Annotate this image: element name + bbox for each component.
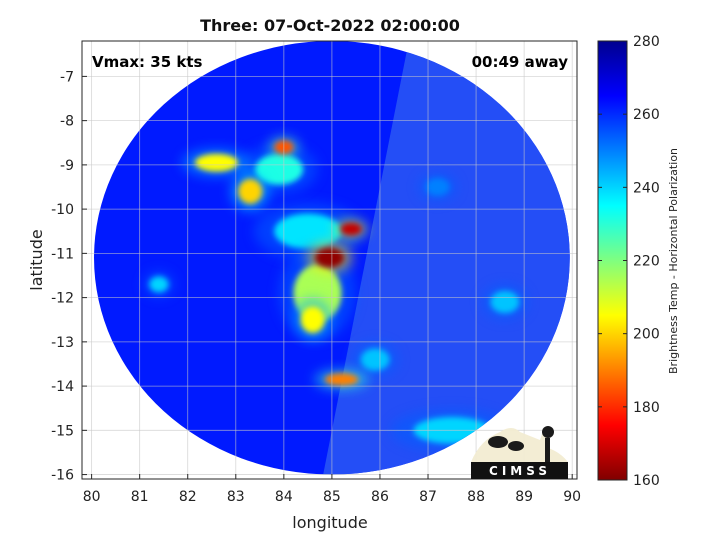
feature-cell: [340, 222, 362, 236]
y-tick-label: -10: [51, 202, 74, 218]
colorbar-tick-label: 260: [633, 107, 660, 123]
logo-dish-right: [508, 441, 524, 451]
colorbar-tick-label: 220: [633, 254, 660, 270]
colorbar-tick-label: 240: [633, 180, 660, 196]
x-tick-label: 82: [179, 489, 197, 505]
x-tick-label: 81: [131, 489, 149, 505]
y-axis-ticks: -7 -8 -9 -10 -11 -12 -13 -14 -15 -16: [51, 69, 87, 484]
chart-title: Three: 07-Oct-2022 02:00:00: [200, 16, 460, 35]
x-tick-label: 88: [467, 489, 485, 505]
feature-cell: [425, 178, 450, 196]
colorbar-tick-label: 180: [633, 400, 660, 416]
logo-text: CIMSS: [489, 464, 551, 478]
x-tick-label: 89: [515, 489, 533, 505]
cimss-logo: CIMSS: [471, 426, 568, 479]
grid-layer: [82, 41, 577, 479]
x-axis-label: longitude: [292, 513, 367, 532]
y-tick-label: -15: [51, 423, 74, 439]
y-axis-label: latitude: [27, 229, 46, 290]
x-tick-label: 86: [371, 489, 389, 505]
feature-cell: [194, 153, 239, 172]
axes-frame: [81, 40, 578, 480]
time-away-annotation: 00:49 away: [472, 53, 569, 71]
logo-banner: [471, 462, 568, 479]
feature-cell: [300, 306, 325, 333]
y-tick-label: -13: [51, 335, 74, 351]
y-tick-label: -11: [51, 246, 74, 262]
y-tick-label: -16: [51, 468, 74, 484]
logo-dish-left: [488, 436, 508, 448]
feature-cell: [324, 373, 359, 386]
feature-cell: [255, 153, 304, 185]
colorbar: [597, 40, 628, 481]
feature-cell: [315, 248, 344, 268]
feature-cell: [490, 290, 520, 314]
colorbar-tick-label: 160: [633, 473, 660, 489]
x-axis-ticks: 80 81 82 83 84 85 86 87 88 89 90: [83, 474, 581, 505]
y-tick-label: -14: [51, 379, 74, 395]
x-tick-label: 85: [323, 489, 341, 505]
logo-tower-leg: [545, 438, 550, 464]
colorbar-tick-label: 200: [633, 327, 660, 343]
feature-cell: [274, 213, 342, 249]
feature-cell: [149, 276, 169, 293]
colorbar-tick-label: 280: [633, 34, 660, 50]
x-tick-label: 80: [83, 489, 101, 505]
x-tick-label: 90: [563, 489, 581, 505]
x-tick-label: 87: [419, 489, 437, 505]
y-tick-label: -7: [60, 69, 74, 85]
y-tick-label: -9: [60, 158, 74, 174]
logo-tower-tank: [542, 426, 554, 438]
y-tick-label: -8: [60, 114, 74, 130]
feature-cell: [360, 348, 390, 371]
x-tick-label: 83: [227, 489, 245, 505]
colorbar-label: Brightness Temp - Horizontal Polarizatio…: [667, 148, 680, 374]
y-tick-label: -12: [51, 291, 74, 307]
vmax-annotation: Vmax: 35 kts: [92, 53, 202, 71]
feature-cell: [238, 179, 263, 204]
x-tick-label: 84: [275, 489, 293, 505]
colorbar-ticks: 160 180 200 220 240 260 280: [598, 34, 660, 489]
